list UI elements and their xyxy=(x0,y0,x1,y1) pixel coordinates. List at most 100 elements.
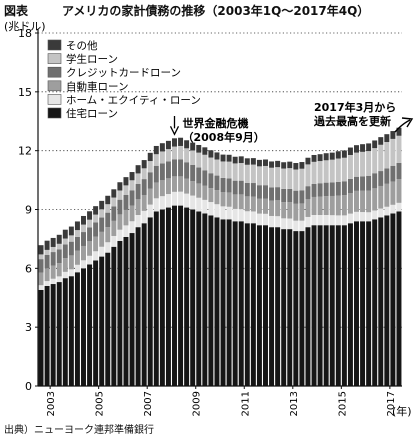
bar-segment-student xyxy=(311,161,317,184)
bar-segment-heloc xyxy=(153,198,159,212)
bar-segment-mortgage xyxy=(153,211,159,386)
bar-segment-mortgage xyxy=(81,268,86,386)
bar-segment-auto xyxy=(74,250,80,265)
bar-segment-mortgage xyxy=(378,217,384,386)
bar-segment-heloc xyxy=(202,199,208,214)
bar-segment-credit xyxy=(172,159,177,177)
bar-segment-other xyxy=(299,162,305,169)
bar-segment-mortgage xyxy=(196,211,202,386)
bar-segment-auto xyxy=(208,188,214,203)
bar-segment-auto xyxy=(317,196,323,215)
bar-segment-heloc xyxy=(244,211,250,224)
bar-segment-heloc xyxy=(178,191,184,206)
bar-segment-auto xyxy=(214,190,220,205)
bar-segment-mortgage xyxy=(165,207,171,386)
bar-segment-mortgage xyxy=(256,225,262,386)
bar-segment-student xyxy=(250,164,256,184)
bar-segment-student xyxy=(141,168,147,180)
bar-segment-credit xyxy=(329,182,335,196)
bar-segment-auto xyxy=(232,194,238,209)
bar-segment-other xyxy=(178,137,184,146)
bar-segment-mortgage xyxy=(226,219,232,386)
bar-segment-heloc xyxy=(226,206,232,220)
bar-segment-mortgage xyxy=(220,219,226,386)
bar-segment-mortgage xyxy=(317,225,323,386)
bar-segment-auto xyxy=(184,178,190,194)
bar-segment-credit xyxy=(202,170,208,186)
y-tick-label: 15 xyxy=(18,86,32,99)
bar-segment-mortgage xyxy=(232,221,238,386)
bar-segment-other xyxy=(68,226,74,236)
bar-segment-credit xyxy=(347,178,353,194)
bar-segment-credit xyxy=(372,173,378,189)
bar-segment-student xyxy=(153,154,159,166)
source-note: 出典）ニューヨーク連邦準備銀行 xyxy=(4,425,154,436)
legend-swatch-other xyxy=(47,39,62,51)
bar-segment-other xyxy=(44,240,50,250)
bar-segment-heloc xyxy=(372,210,378,220)
bar-segment-student xyxy=(390,138,396,166)
bar-segment-auto xyxy=(341,195,347,216)
bar-segment-student xyxy=(378,144,384,172)
legend-swatch-heloc xyxy=(47,94,62,105)
bar-segment-mortgage xyxy=(202,213,208,386)
bar-segment-heloc xyxy=(311,214,317,226)
bar-segment-credit xyxy=(360,176,366,191)
bar-segment-other xyxy=(281,162,287,169)
bar-segment-auto xyxy=(390,181,396,205)
bar-segment-credit xyxy=(153,165,159,183)
bar-segment-credit xyxy=(256,185,262,199)
bar-segment-student xyxy=(202,154,208,171)
bar-segment-student xyxy=(99,209,105,218)
x-tick-label: 2017 xyxy=(386,391,397,416)
bar-segment-heloc xyxy=(147,204,153,218)
bar-segment-heloc xyxy=(50,278,56,285)
bar-segment-student xyxy=(159,151,165,164)
bar-segment-auto xyxy=(123,209,129,226)
bar-segment-heloc xyxy=(220,206,226,220)
bar-segment-other xyxy=(269,161,275,168)
bar-segment-student xyxy=(129,180,135,191)
bar-segment-mortgage xyxy=(293,231,299,386)
bar-segment-mortgage xyxy=(159,209,165,386)
bar-segment-mortgage xyxy=(250,223,256,386)
bar-segment-other xyxy=(275,160,281,168)
bar-segment-heloc xyxy=(396,202,402,212)
bar-segment-heloc xyxy=(335,215,341,226)
bar-segment-student xyxy=(396,135,402,163)
bar-segment-student xyxy=(87,219,93,228)
bar-segment-other xyxy=(147,152,153,162)
bar-segment-auto xyxy=(220,192,226,207)
bar-segment-heloc xyxy=(172,191,177,206)
bar-segment-credit xyxy=(317,183,323,197)
bar-segment-credit xyxy=(341,181,347,196)
bar-segment-student xyxy=(269,167,275,188)
legend-swatch-credit xyxy=(47,66,62,78)
bar-segment-student xyxy=(220,161,226,178)
bar-segment-other xyxy=(135,165,141,174)
bar-segment-credit xyxy=(196,167,202,184)
bar-segment-student xyxy=(323,160,329,183)
bar-segment-other xyxy=(238,156,244,164)
bar-segment-heloc xyxy=(360,212,366,222)
bar-segment-auto xyxy=(62,258,68,272)
y-tick-label: 9 xyxy=(25,204,32,217)
bar-segment-heloc xyxy=(68,269,74,277)
bar-segment-credit xyxy=(244,182,250,197)
bar-segment-student xyxy=(111,197,117,207)
bar-segment-other xyxy=(287,161,293,169)
bar-segment-student xyxy=(74,230,80,237)
bar-segment-mortgage xyxy=(311,225,317,386)
bar-segment-heloc xyxy=(256,213,262,226)
x-tick-label: 2003 xyxy=(46,391,57,416)
bar-segment-other xyxy=(165,140,171,150)
bar-segment-heloc xyxy=(184,193,190,208)
bar-segment-auto xyxy=(287,202,293,219)
bar-segment-auto xyxy=(190,181,196,196)
bar-segment-auto xyxy=(105,227,111,243)
bar-segment-auto xyxy=(347,193,353,214)
bar-segment-mortgage xyxy=(347,223,353,386)
bar-segment-auto xyxy=(38,272,44,286)
bar-segment-other xyxy=(74,221,80,231)
bar-segment-credit xyxy=(93,222,99,237)
